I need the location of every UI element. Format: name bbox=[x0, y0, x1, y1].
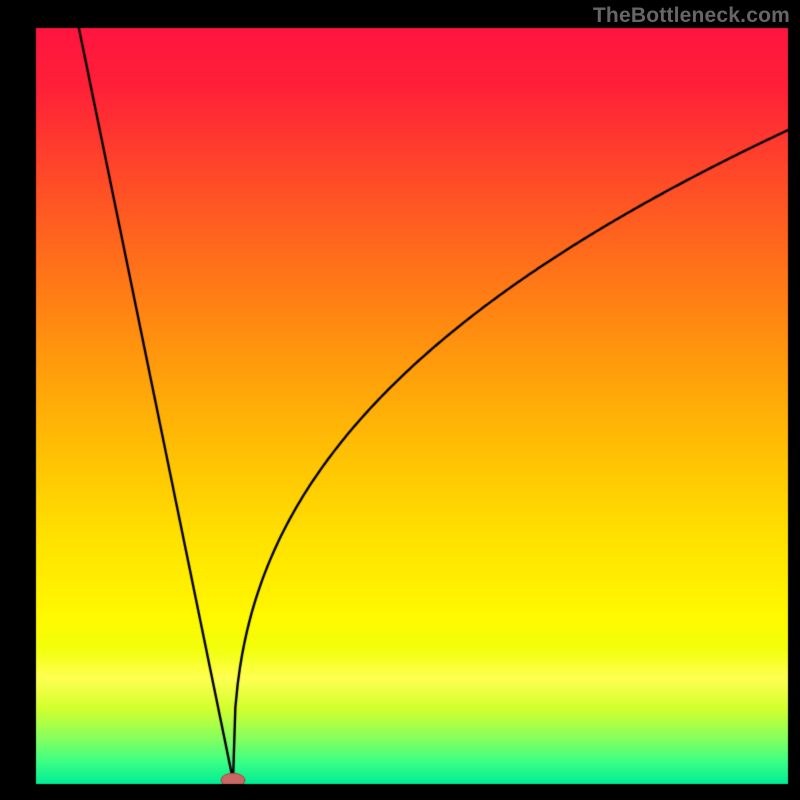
bottleneck-chart bbox=[0, 0, 800, 800]
watermark-text: TheBottleneck.com bbox=[593, 4, 790, 28]
